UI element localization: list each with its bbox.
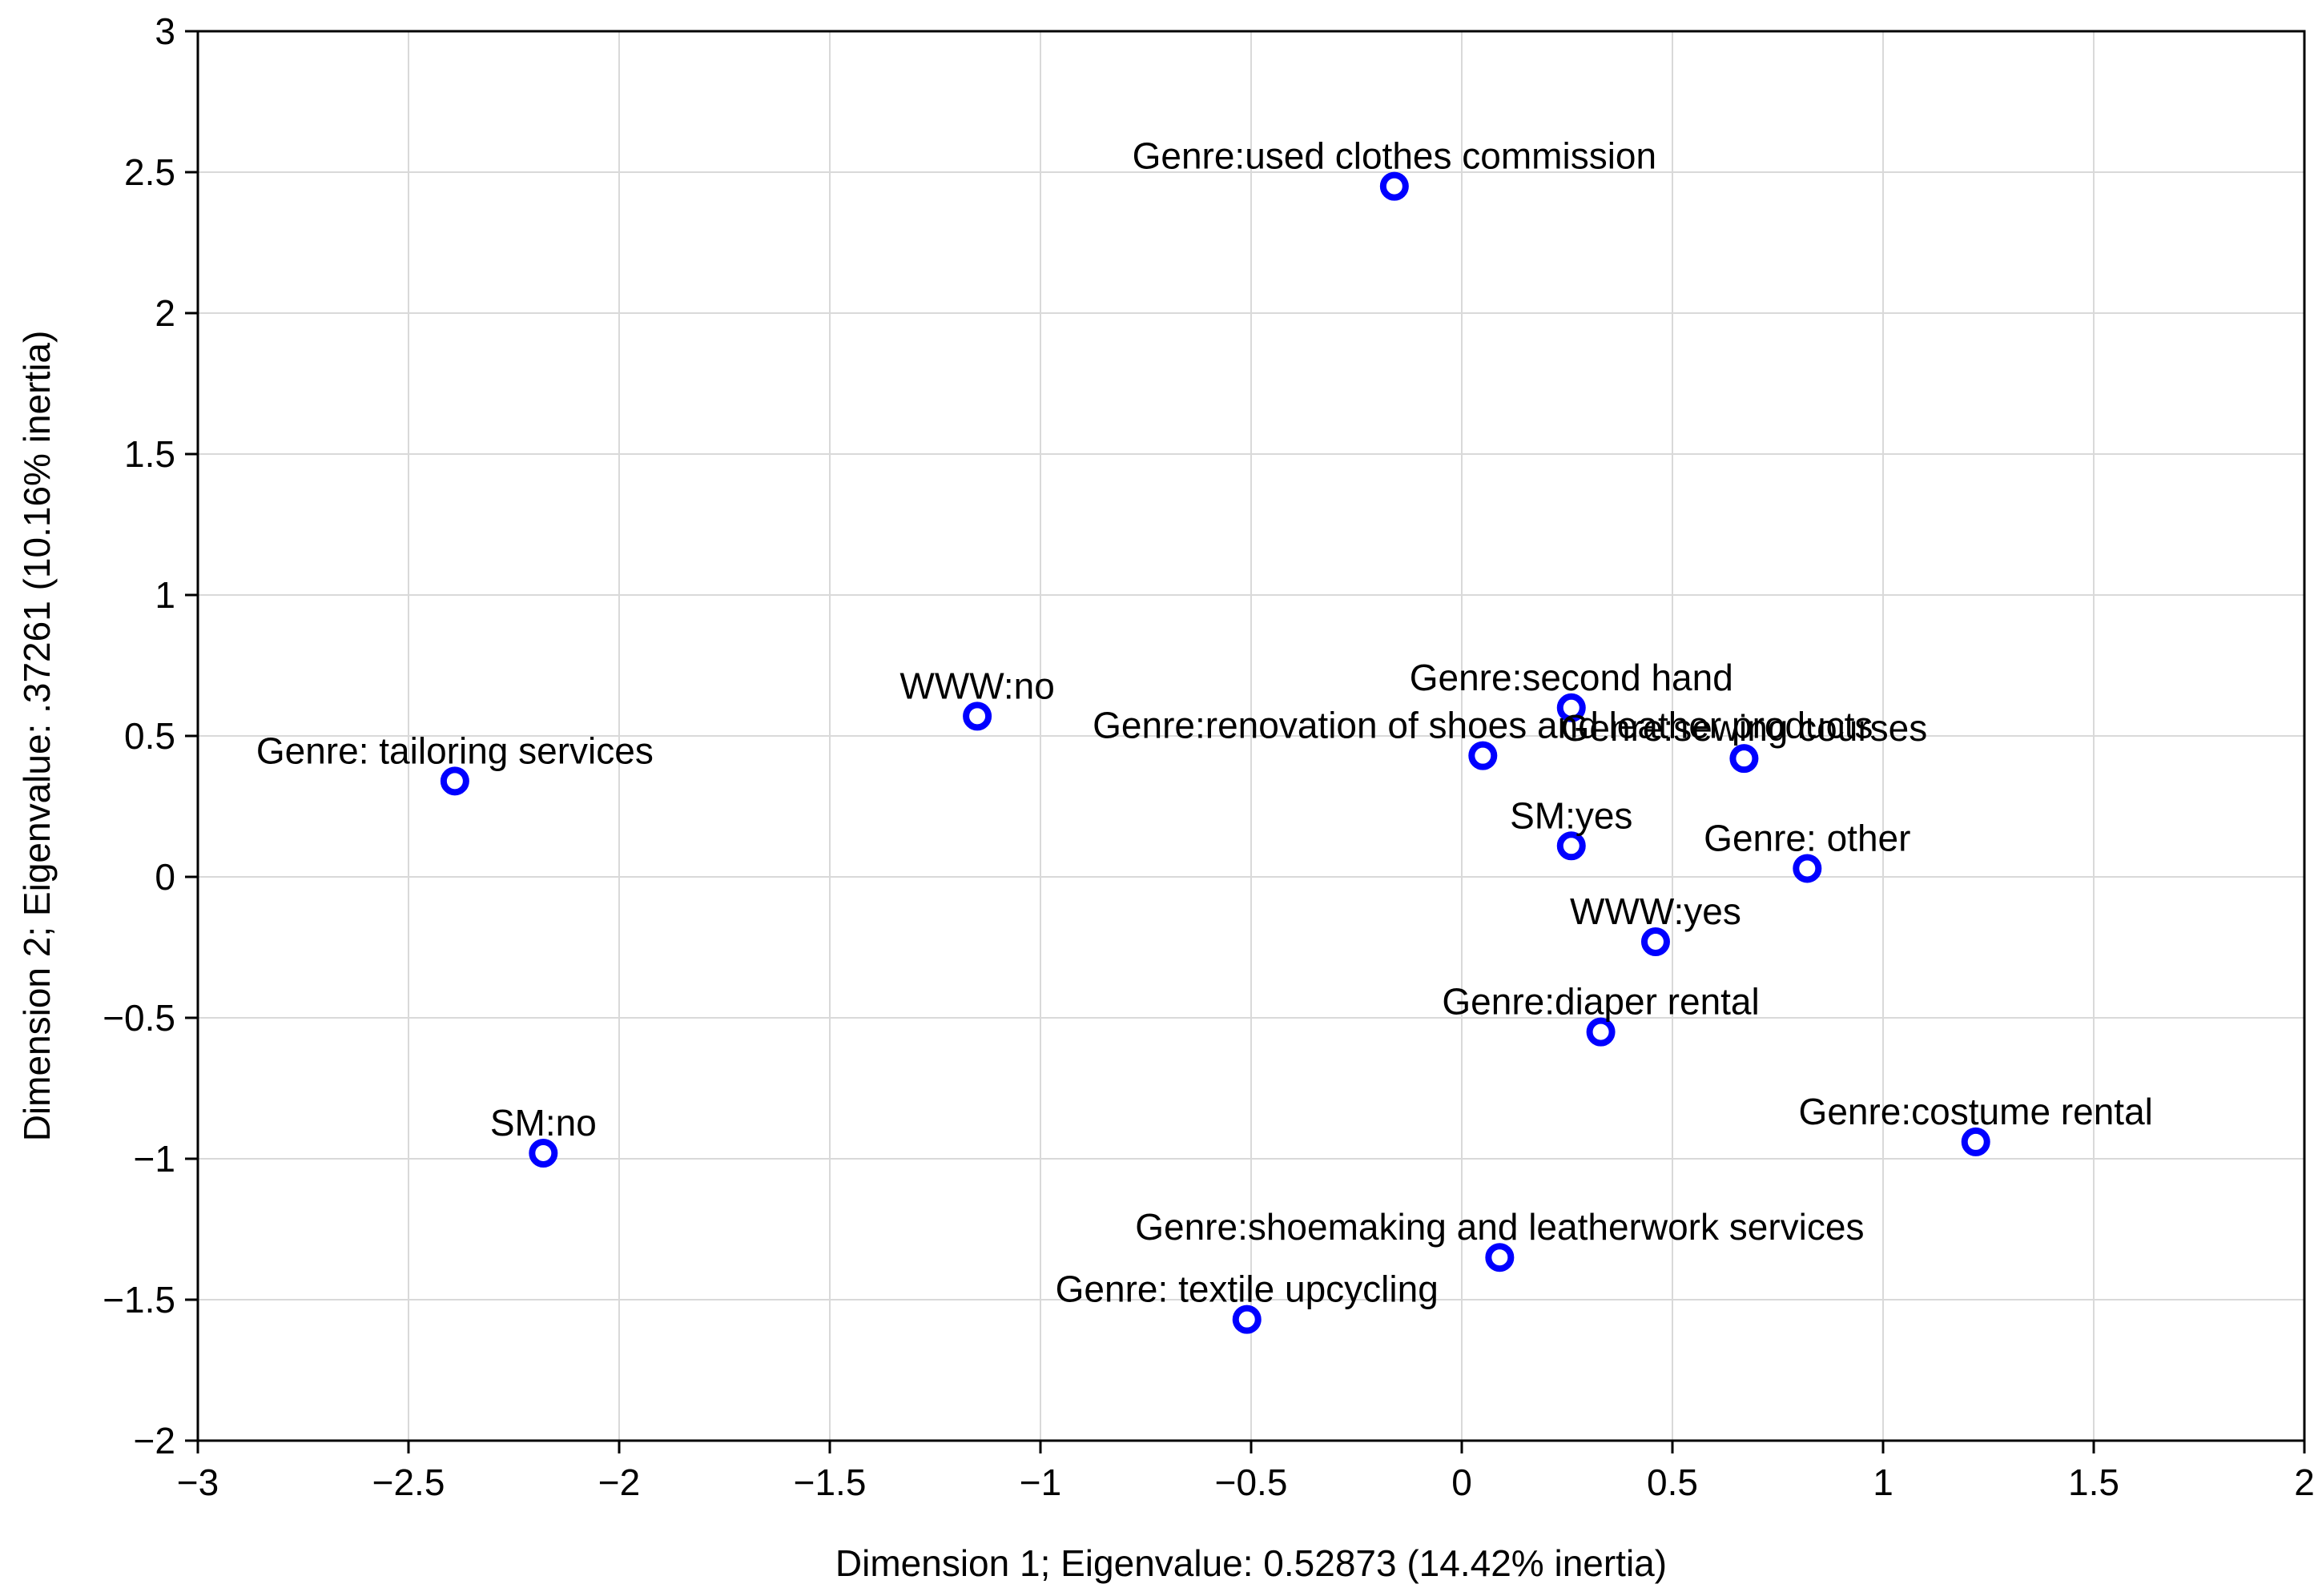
y-tick-label: 1 <box>155 574 175 616</box>
y-tick-label: 1.5 <box>124 433 175 475</box>
point-label: Genre:second hand <box>1410 657 1733 698</box>
x-tick-label: 0 <box>1451 1461 1472 1503</box>
y-tick-label: −0.5 <box>103 997 175 1039</box>
point-label: SM:no <box>490 1102 597 1144</box>
point-label: WWW:no <box>899 665 1054 706</box>
x-tick-label: −2 <box>598 1461 640 1503</box>
point-label: Genre: tailoring services <box>256 730 654 771</box>
point-label: Genre: textile upcycling <box>1056 1268 1439 1310</box>
data-point <box>1556 693 1586 722</box>
point-label: Genre:sewing courses <box>1561 707 1928 749</box>
point-label: Genre:renovation of shoes and leather pr… <box>1093 705 1873 746</box>
data-point <box>1468 741 1498 770</box>
x-tick-label: −3 <box>177 1461 219 1503</box>
data-point <box>1961 1127 1990 1156</box>
x-tick-label: −2.5 <box>372 1461 445 1503</box>
axis-ticks: −3 −2.5 −2 −1.5 −1 −0.5 0 0.5 1 1.5 2 −2 −1.5 −1 −0.5 0… <box>103 10 2315 1503</box>
y-axis-title: Dimension 2; Eigenvalue: .37261 (10.16% … <box>16 331 58 1142</box>
data-point <box>963 702 992 731</box>
data-point <box>1640 927 1670 956</box>
point-labels: Genre:used clothes commission Genre:secon… <box>256 135 2153 1310</box>
data-point <box>1379 171 1409 201</box>
y-tick-label: −2 <box>134 1420 175 1461</box>
y-tick-label: 2 <box>155 292 175 334</box>
data-point <box>1232 1305 1262 1334</box>
point-label: Genre:shoemaking and leatherwork service… <box>1135 1206 1864 1248</box>
point-label: Genre:diaper rental <box>1442 981 1759 1023</box>
x-tick-label: −1.5 <box>794 1461 867 1503</box>
point-label: Genre:costume rental <box>1799 1091 2153 1132</box>
data-points <box>440 171 1990 1334</box>
y-tick-label: 3 <box>155 10 175 52</box>
data-point <box>440 766 469 796</box>
y-tick-label: 0 <box>155 856 175 898</box>
data-point <box>1793 854 1822 883</box>
point-label: Genre: other <box>1704 817 1910 858</box>
x-tick-label: −1 <box>1020 1461 1061 1503</box>
y-tick-label: −1.5 <box>103 1279 175 1321</box>
x-tick-label: 2 <box>2294 1461 2315 1503</box>
x-tick-label: −0.5 <box>1215 1461 1288 1503</box>
y-tick-label: −1 <box>134 1138 175 1180</box>
data-point <box>1485 1243 1515 1272</box>
x-tick-label: 1.5 <box>2068 1461 2119 1503</box>
x-axis-title: Dimension 1; Eigenvalue: 0.52873 (14.42%… <box>835 1542 1667 1584</box>
point-label: SM:yes <box>1510 794 1632 836</box>
data-point <box>1586 1017 1616 1047</box>
x-tick-label: 0.5 <box>1647 1461 1698 1503</box>
data-point <box>1729 744 1759 774</box>
y-tick-label: 0.5 <box>124 715 175 757</box>
data-point <box>529 1138 558 1168</box>
y-tick-label: 2.5 <box>124 151 175 193</box>
point-label: Genre:used clothes commission <box>1133 135 1657 177</box>
data-point <box>1556 831 1586 861</box>
point-label: WWW:yes <box>1570 890 1741 932</box>
x-tick-label: 1 <box>1873 1461 1893 1503</box>
